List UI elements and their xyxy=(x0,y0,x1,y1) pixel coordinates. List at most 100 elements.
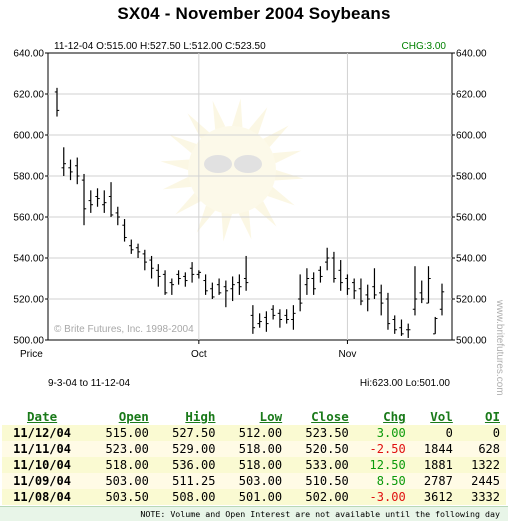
ohlc-bar xyxy=(142,249,148,271)
x-axis-label: Price xyxy=(20,349,43,360)
ohlc-bar xyxy=(297,274,303,312)
footnote: NOTE: Volume and Open Interest are not a… xyxy=(0,506,508,521)
sunglasses-left xyxy=(204,155,232,173)
ohlc-bar xyxy=(318,266,323,283)
ohlc-bar xyxy=(338,260,343,291)
ohlc-bar xyxy=(230,276,235,302)
ohlc-bar xyxy=(169,278,175,295)
ohlc-bar xyxy=(135,243,141,258)
ohlc-bar xyxy=(183,272,188,287)
ohlc-bar xyxy=(149,255,154,279)
ohlc-bar xyxy=(324,247,330,271)
table-row: 11/08/04 503.50 508.00 501.00 502.00 -3.… xyxy=(2,489,506,505)
sun-ray xyxy=(175,192,201,215)
ohlc-bar xyxy=(250,305,256,334)
ohlc-bar xyxy=(439,283,445,316)
ohlc-header: 11-12-04 O:515.00 H:527.50 L:512.00 C:52… xyxy=(54,41,266,52)
cell-chg: 8.50 xyxy=(354,473,412,489)
ohlc-bar xyxy=(54,87,60,117)
y-tick-label-left: 560.00 xyxy=(13,213,44,224)
ohlc-bar xyxy=(216,278,222,295)
cell-open: 503.00 xyxy=(88,473,155,489)
cell-low: 518.00 xyxy=(221,457,289,473)
ohlc-bar xyxy=(156,264,161,287)
table-row: 11/12/04 515.00 527.50 512.00 523.50 3.0… xyxy=(2,425,506,441)
plot-frame xyxy=(47,52,453,341)
cell-low: 501.00 xyxy=(221,489,289,505)
ohlc-bar xyxy=(426,266,431,304)
cell-low: 512.00 xyxy=(221,425,289,441)
y-tick-label-right: 520.00 xyxy=(456,295,487,306)
quote-table-area: Date Open High Low Close Chg Vol OI 11/1… xyxy=(0,408,508,505)
col-vol: Vol xyxy=(411,408,459,425)
ohlc-bar xyxy=(345,274,350,295)
ohlc-bar xyxy=(358,278,364,306)
col-date: Date xyxy=(2,408,89,425)
ohlc-bar xyxy=(196,270,202,279)
ohlc-bar xyxy=(392,315,397,334)
cell-chg: 12.50 xyxy=(354,457,412,473)
y-tick-label-left: 620.00 xyxy=(13,90,44,101)
chart-title: SX04 - November 2004 Soybeans xyxy=(117,4,391,23)
cell-high: 536.00 xyxy=(154,457,222,473)
ohlc-bar xyxy=(399,319,404,336)
cell-vol: 1844 xyxy=(411,441,459,457)
side-url: www.britefutures.com xyxy=(494,299,505,396)
ohlc-bar xyxy=(237,274,242,295)
ohlc-bar xyxy=(75,157,80,185)
ohlc-chart: 500.00 500.00 520.00 520.00 540.00 540.00 560.… xyxy=(13,41,505,396)
y-tick-label-left: 600.00 xyxy=(13,131,44,142)
ohlc-bar xyxy=(406,323,411,338)
y-tick-label-left: 640.00 xyxy=(13,49,44,60)
y-tick-label-left: 500.00 xyxy=(13,336,44,347)
change-header: CHG:3.00 xyxy=(402,41,447,52)
copyright-watermark: © Brite Futures, Inc. 1998-2004 xyxy=(54,324,194,335)
ohlc-bar xyxy=(270,305,276,320)
y-tick-label-right: 600.00 xyxy=(456,131,487,142)
x-tick-label: Oct xyxy=(191,349,207,360)
cell-close: 502.00 xyxy=(288,489,355,505)
ohlc-bar xyxy=(162,270,168,295)
sun-watermark xyxy=(160,98,304,242)
footnote-text: NOTE: Volume and Open Interest are not a… xyxy=(140,509,500,519)
sun-ray xyxy=(272,150,302,164)
ohlc-bar xyxy=(379,284,384,316)
y-tick-label-right: 580.00 xyxy=(456,172,487,183)
cell-open: 515.00 xyxy=(88,425,155,441)
cell-vol: 1881 xyxy=(411,457,459,473)
cell-date: 11/08/04 xyxy=(2,489,89,505)
y-tick-label-right: 500.00 xyxy=(456,336,487,347)
cell-oi: 2445 xyxy=(458,473,506,489)
cell-vol: 3612 xyxy=(411,489,459,505)
date-range: 9-3-04 to 11-12-04 xyxy=(48,378,131,389)
sun-ray xyxy=(196,205,216,233)
sun-ray xyxy=(232,98,243,128)
sun-ray xyxy=(169,134,197,154)
cell-oi: 3332 xyxy=(458,489,506,505)
table-row: 11/09/04 503.00 511.25 503.00 510.50 8.5… xyxy=(2,473,506,489)
ohlc-bar xyxy=(108,182,114,217)
cell-close: 533.00 xyxy=(288,457,355,473)
y-tick-label-left: 520.00 xyxy=(13,295,44,306)
ohlc-bar xyxy=(277,309,283,328)
sun-ray xyxy=(162,176,192,190)
ohlc-bar xyxy=(81,173,87,226)
sun-ray xyxy=(160,159,190,170)
col-low: Low xyxy=(221,408,289,425)
cell-oi: 0 xyxy=(458,425,506,441)
sun-ray xyxy=(274,170,304,181)
ohlc-bar xyxy=(203,274,208,295)
ohlc-bar xyxy=(311,272,316,295)
y-tick-label-right: 620.00 xyxy=(456,90,487,101)
cell-open: 503.50 xyxy=(88,489,155,505)
ohlc-bar xyxy=(419,280,424,304)
ohlc-bar xyxy=(95,188,100,207)
y-tick-label-right: 540.00 xyxy=(456,254,487,265)
sun-ray xyxy=(212,100,226,130)
table-row: 11/11/04 523.00 529.00 518.00 520.50 -2.… xyxy=(2,441,506,457)
ohlc-bar xyxy=(102,190,107,213)
col-close: Close xyxy=(288,408,355,425)
cell-close: 523.50 xyxy=(288,425,355,441)
quote-table: Date Open High Low Close Chg Vol OI 11/1… xyxy=(2,408,506,505)
ohlc-bar xyxy=(412,266,418,316)
